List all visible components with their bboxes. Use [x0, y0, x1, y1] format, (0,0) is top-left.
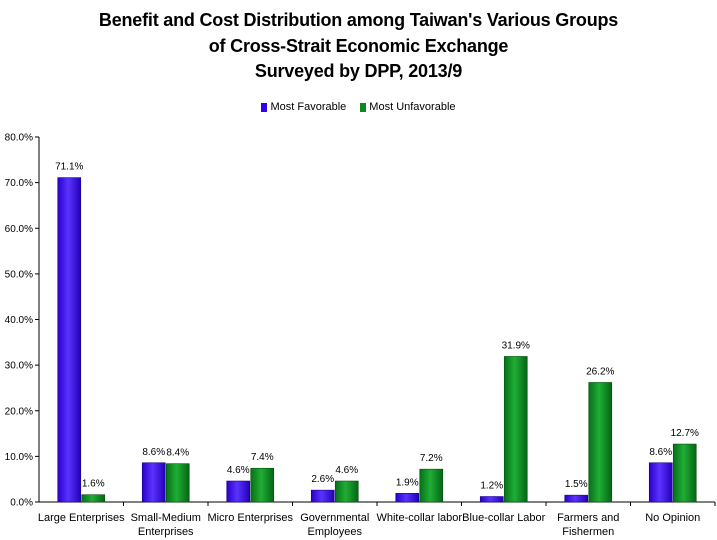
data-label: 1.6% [82, 479, 105, 490]
y-tick-label: 50.0% [5, 269, 33, 280]
bar-most-favorable [564, 494, 589, 503]
data-label: 31.9% [502, 340, 530, 351]
data-label: 2.6% [311, 474, 334, 485]
legend-label-most-favorable: Most Favorable [270, 101, 347, 113]
bar-most-favorable [479, 496, 504, 503]
y-tick-label: 70.0% [5, 178, 33, 189]
x-tick-label: Enterprises [138, 526, 194, 538]
y-tick-label: 80.0% [5, 133, 33, 144]
data-label: 8.4% [166, 448, 189, 459]
y-tick-label: 10.0% [5, 452, 33, 463]
data-label: 1.5% [565, 479, 588, 490]
bar-most-unfavorable [503, 356, 528, 503]
bar-most-unfavorable [419, 468, 444, 503]
y-tick-label: 30.0% [5, 361, 33, 372]
x-tick-label: Large Enterprises [38, 512, 125, 524]
data-label: 4.6% [335, 465, 358, 476]
chart-legend: Most Favorable Most Unfavorable [0, 101, 717, 113]
y-tick-label: 40.0% [5, 315, 33, 326]
chart-title-line-1: Benefit and Cost Distribution among Taiw… [98, 10, 619, 30]
data-label: 1.9% [396, 477, 419, 488]
data-label: 7.4% [251, 452, 274, 463]
bar-most-unfavorable [165, 463, 190, 503]
data-label: 4.6% [227, 465, 250, 476]
data-label: 7.2% [420, 453, 443, 464]
bar-most-unfavorable [334, 480, 359, 503]
bar-most-unfavorable [81, 494, 106, 503]
bar-most-favorable [648, 462, 673, 503]
bar-most-favorable [226, 480, 251, 503]
bar-most-favorable [141, 462, 166, 503]
x-tick-label: White-collar labor [376, 512, 462, 524]
legend-item-most-unfavorable: Most Unfavorable [360, 101, 456, 113]
x-tick-label: Governmental [300, 512, 369, 524]
legend-swatch-most-favorable [261, 102, 268, 112]
data-label: 8.6% [649, 447, 672, 458]
bar-most-unfavorable [588, 382, 613, 503]
legend-label-most-unfavorable: Most Unfavorable [369, 101, 456, 113]
bar-most-unfavorable [250, 467, 275, 503]
x-tick-label: Farmers and [557, 512, 619, 524]
data-label: 12.7% [671, 428, 699, 439]
x-tick-label: Employees [308, 526, 363, 538]
data-label: 26.2% [586, 366, 614, 377]
legend-swatch-most-unfavorable [360, 102, 367, 112]
data-label: 1.2% [480, 481, 503, 492]
bar-most-unfavorable [672, 443, 697, 503]
chart-title-line-3: Surveyed by DPP, 2013/9 [254, 61, 463, 81]
bar-most-favorable [57, 177, 82, 503]
x-tick-label: Micro Enterprises [207, 512, 293, 524]
y-tick-label: 0.0% [10, 498, 33, 509]
y-tick-label: 60.0% [5, 224, 33, 235]
bar-most-favorable [395, 493, 420, 503]
chart-title-line-2: of Cross-Strait Economic Exchange [208, 36, 509, 56]
x-tick-label: No Opinion [645, 512, 700, 524]
x-tick-label: Fishermen [562, 526, 614, 538]
bar-most-favorable [310, 489, 335, 503]
x-tick-label: Blue-collar Labor [462, 512, 545, 524]
y-tick-label: 20.0% [5, 406, 33, 417]
x-tick-label: Small-Medium [131, 512, 201, 524]
data-label: 71.1% [55, 162, 83, 173]
data-label: 8.6% [142, 447, 165, 458]
legend-item-most-favorable: Most Favorable [261, 101, 346, 113]
